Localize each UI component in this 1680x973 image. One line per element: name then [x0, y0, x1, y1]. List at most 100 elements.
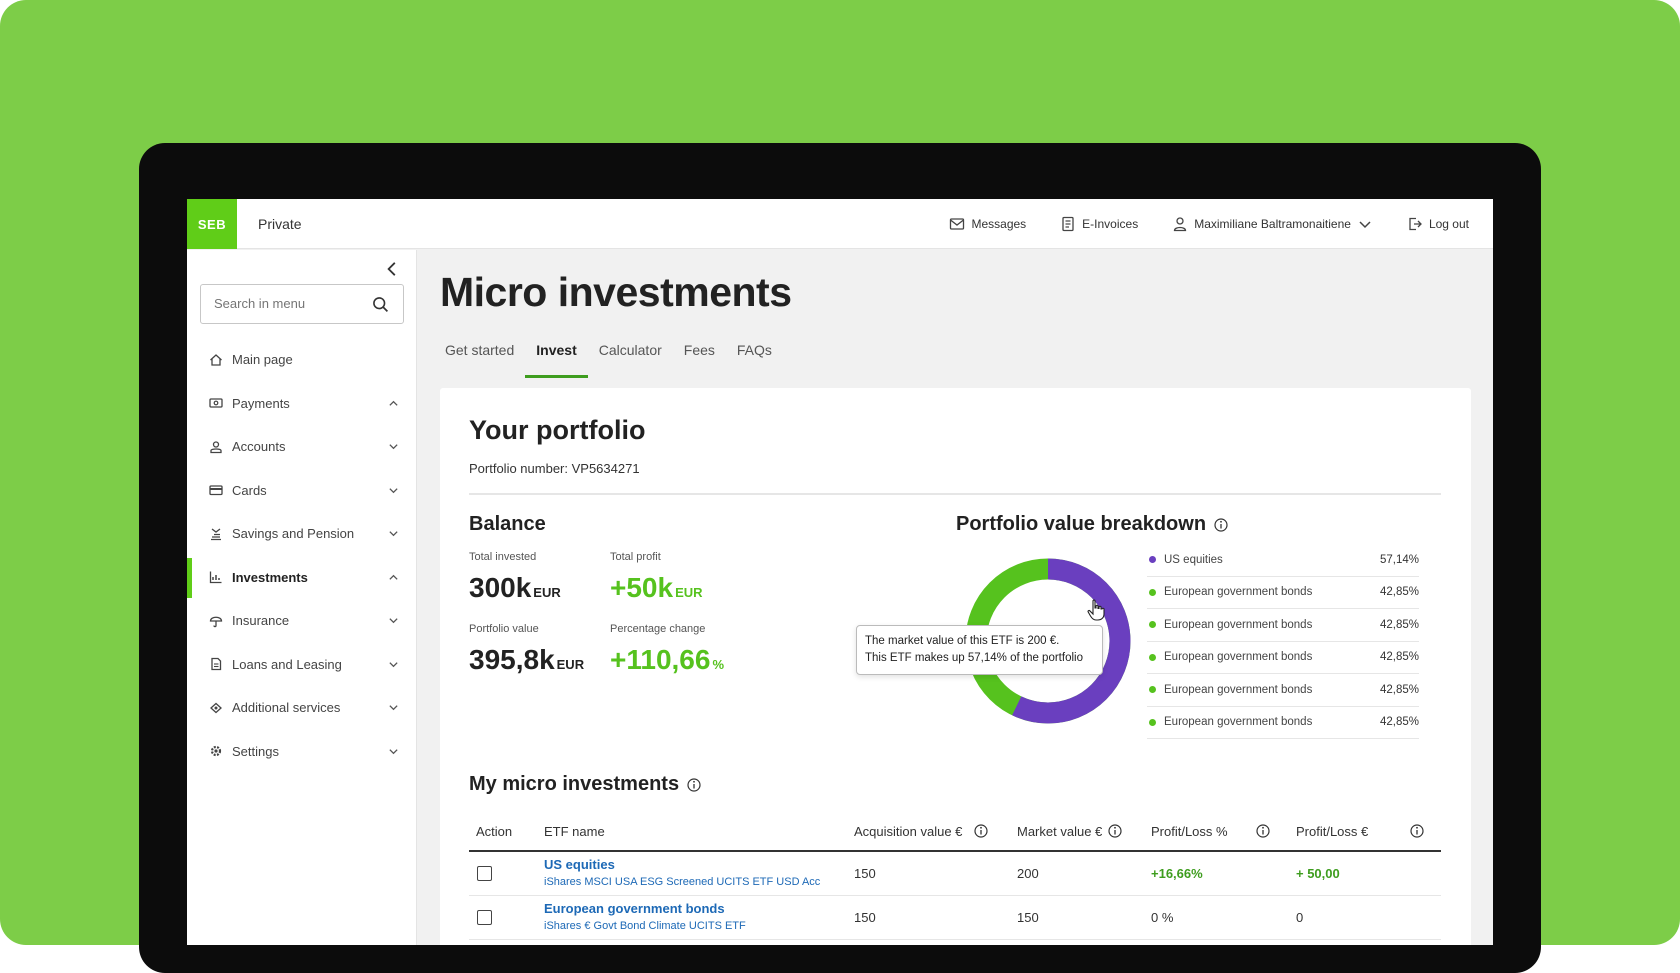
sidebar-item-label: Accounts: [232, 439, 286, 455]
gear-icon: [210, 746, 222, 757]
chevron-up-icon: [389, 400, 398, 406]
collapse-sidebar-icon[interactable]: [383, 260, 401, 278]
stat-value: +110,66%: [610, 644, 724, 676]
legend-dot: [1149, 653, 1156, 661]
savings-icon: [211, 528, 221, 540]
logout-icon: [1409, 217, 1422, 231]
sidebar-item-settings[interactable]: Settings: [187, 730, 417, 774]
messages-link[interactable]: Messages: [949, 216, 1026, 232]
stat-value: +50k EUR: [610, 572, 703, 604]
legend-name: European government bonds: [1164, 618, 1313, 631]
row-checkbox[interactable]: [477, 910, 492, 925]
legend-item: US equities 57,14%: [1147, 544, 1419, 577]
tab-get-started[interactable]: Get started: [445, 342, 515, 358]
chevron-down-icon: [389, 444, 398, 450]
main-content: Micro investments Get started Invest Cal…: [418, 250, 1493, 945]
market-value: 200: [1017, 866, 1039, 881]
sidebar-item-main-page[interactable]: Main page: [187, 338, 417, 382]
stat-value: 300k EUR: [469, 572, 561, 604]
stat-total-invested: Total invested 300k EUR: [469, 551, 561, 604]
tooltip-line-2: This ETF makes up 57,14% of the portfoli…: [865, 652, 1083, 664]
stat-unit: EUR: [556, 657, 585, 672]
row-checkbox[interactable]: [477, 866, 492, 881]
chevron-down-icon: [389, 748, 398, 754]
stat-value: 395,8k EUR: [469, 644, 584, 676]
stat-percentage-change: Percentage change +110,66%: [610, 623, 724, 676]
tab-invest[interactable]: Invest: [525, 342, 589, 378]
sidebar-item-loans[interactable]: Loans and Leasing: [187, 643, 417, 687]
chevron-down-icon: [389, 661, 398, 667]
seb-logo[interactable]: SEB: [187, 199, 237, 249]
sidebar-item-additional-services[interactable]: Additional services: [187, 686, 417, 730]
accounts-icon: [210, 441, 222, 453]
payments-icon: [209, 398, 223, 408]
sidebar-item-label: Insurance: [232, 613, 290, 629]
breakdown-title: Portfolio value breakdown: [956, 513, 1228, 536]
stat-label: Total profit: [610, 551, 661, 563]
micro-investments-title-text: My micro investments: [469, 773, 680, 795]
user-menu[interactable]: Maximiliane Baltramonaitiene: [1172, 216, 1373, 232]
legend-item: European government bonds 42,85%: [1147, 674, 1419, 707]
legend-pct: 42,85%: [1379, 716, 1419, 729]
pl-eur: 0: [1296, 910, 1304, 925]
legend-dot: [1149, 621, 1156, 629]
stat-label: Portfolio value: [469, 623, 539, 635]
pl-pct: 0 %: [1151, 910, 1174, 925]
legend-pct: 57,14%: [1379, 553, 1419, 566]
info-icon[interactable]: [1108, 824, 1122, 838]
info-icon[interactable]: [1214, 517, 1228, 532]
etf-fullname: iShares MSCI USA ESG Screened UCITS ETF …: [544, 876, 821, 888]
einvoices-link[interactable]: E-Invoices: [1060, 216, 1138, 232]
menu-search-input[interactable]: [214, 296, 364, 311]
col-label: Profit/Loss %: [1151, 823, 1228, 839]
market-value: 150: [1017, 910, 1039, 925]
sidebar-item-payments[interactable]: Payments: [187, 382, 417, 426]
sidebar-menu: Main page Payments Accounts Cards Saving…: [187, 338, 417, 773]
legend-dot: [1149, 588, 1156, 596]
pl-pct: +16,66%: [1151, 866, 1203, 881]
stat-portfolio-value: Portfolio value 395,8k EUR: [469, 623, 584, 676]
info-icon[interactable]: [974, 824, 989, 838]
tab-fees[interactable]: Fees: [683, 342, 715, 358]
legend-item: European government bonds 42,85%: [1147, 707, 1419, 739]
sidebar-item-label: Main page: [232, 352, 293, 368]
logout-link[interactable]: Log out: [1407, 216, 1469, 232]
legend-item: European government bonds 42,85%: [1147, 642, 1419, 674]
etf-fullname: iShares € Govt Bond Climate UCITS ETF: [544, 920, 746, 932]
stat-total-profit: Total profit +50k EUR: [610, 551, 703, 604]
card-icon: [209, 485, 223, 496]
sidebar-item-savings[interactable]: Savings and Pension: [187, 512, 417, 556]
stat-unit: %: [712, 657, 725, 672]
breakdown-legend: US equities 57,14% European government b…: [1147, 544, 1419, 739]
chevron-down-icon: [389, 487, 398, 493]
legend-item: European government bonds 42,85%: [1147, 609, 1419, 642]
balance-title: Balance: [469, 513, 546, 535]
stat-number: 395,8k: [469, 644, 555, 675]
legend-pct: 42,85%: [1379, 586, 1419, 599]
portfolio-card: Your portfolio Portfolio number: VP56342…: [440, 388, 1471, 945]
sidebar-item-insurance[interactable]: Insurance: [187, 599, 417, 643]
sidebar-item-label: Loans and Leasing: [232, 656, 342, 672]
col-acquisition: Acquisition value €: [854, 824, 989, 839]
micro-investments-title: My micro investments: [469, 773, 701, 796]
loan-icon: [211, 658, 222, 671]
sidebar-item-label: Payments: [232, 395, 290, 411]
legend-name: US equities: [1164, 553, 1223, 566]
tab-faqs[interactable]: FAQs: [736, 342, 772, 358]
sidebar-item-cards[interactable]: Cards: [187, 469, 417, 513]
top-bar: SEB Private Messages E-Invoices Maximili…: [187, 199, 1493, 249]
sidebar-item-accounts[interactable]: Accounts: [187, 425, 417, 469]
info-icon[interactable]: [1255, 824, 1270, 838]
info-icon[interactable]: [1410, 824, 1424, 838]
etf-name-link[interactable]: US equities: [544, 857, 615, 872]
tab-calculator[interactable]: Calculator: [598, 342, 662, 358]
stat-number: 300k: [469, 572, 532, 603]
info-icon[interactable]: [687, 777, 701, 792]
portfolio-number: Portfolio number: VP5634271: [469, 461, 640, 476]
col-label: ETF name: [544, 823, 605, 839]
page-title: Micro investments: [440, 269, 792, 315]
sidebar-item-investments[interactable]: Investments: [187, 556, 417, 600]
etf-name-link[interactable]: European government bonds: [544, 901, 725, 916]
search-icon[interactable]: [372, 296, 389, 313]
col-label: Action: [476, 823, 513, 839]
